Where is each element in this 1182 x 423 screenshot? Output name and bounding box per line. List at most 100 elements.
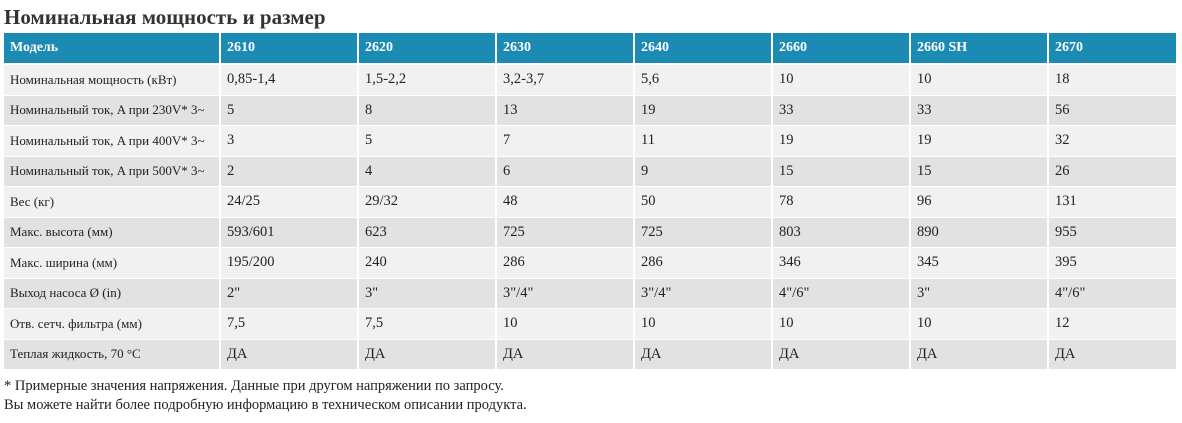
- table-cell: 3,2-3,7: [497, 65, 633, 96]
- spec-table: Модель 2610 2620 2630 2640 2660 2660 SH …: [2, 33, 1178, 370]
- table-header-row: Модель 2610 2620 2630 2640 2660 2660 SH …: [4, 33, 1176, 65]
- table-cell: 4"/6": [1049, 278, 1176, 309]
- table-cell: 5,6: [635, 65, 771, 96]
- table-cell: ДА: [359, 339, 495, 370]
- table-cell: 3": [359, 278, 495, 309]
- table-cell: 8: [359, 95, 495, 126]
- table-row: Номинальный ток, A при 230V* 3~ 5 8 13 19 33 3…: [4, 95, 1176, 126]
- column-header: 2660: [773, 33, 909, 65]
- table-cell: 13: [497, 95, 633, 126]
- table-cell: 4: [359, 156, 495, 187]
- table-row: Номинальный ток, A при 400V* 3~ 3 5 7 11 19 19…: [4, 126, 1176, 157]
- table-cell: 56: [1049, 95, 1176, 126]
- row-label: Номинальный ток, A при 400V* 3~: [4, 126, 219, 157]
- table-cell: 3"/4": [635, 278, 771, 309]
- table-cell: 0,85-1,4: [221, 65, 357, 96]
- table-cell: 11: [635, 126, 771, 157]
- row-label: Теплая жидкость, 70 °C: [4, 339, 219, 370]
- table-cell: 3"/4": [497, 278, 633, 309]
- table-cell: 2": [221, 278, 357, 309]
- table-cell: 7: [497, 126, 633, 157]
- table-cell: 346: [773, 248, 909, 279]
- table-cell: 4"/6": [773, 278, 909, 309]
- table-cell: 6: [497, 156, 633, 187]
- table-cell: 5: [359, 126, 495, 157]
- table-body: Номинальная мощность (кВт) 0,85-1,4 1,5-2,…: [4, 65, 1176, 370]
- table-cell: 725: [497, 217, 633, 248]
- column-header: Модель: [4, 33, 219, 65]
- column-header: 2620: [359, 33, 495, 65]
- page-title: Номинальная мощность и размер: [4, 5, 326, 29]
- footnotes: * Примерные значения напряжения. Данные …: [4, 377, 1178, 415]
- table-row: Номинальная мощность (кВт) 0,85-1,4 1,5-2,…: [4, 65, 1176, 96]
- table-cell: 890: [911, 217, 1047, 248]
- table-cell: 593/601: [221, 217, 357, 248]
- table-row: Макс. ширина (мм) 195/200 240 286 286 346 345 3…: [4, 248, 1176, 279]
- row-label: Номинальный ток, A при 500V* 3~: [4, 156, 219, 187]
- table-cell: 240: [359, 248, 495, 279]
- table-cell: 10: [773, 309, 909, 340]
- table-cell: 725: [635, 217, 771, 248]
- table-cell: 96: [911, 187, 1047, 218]
- column-header: 2660 SH: [911, 33, 1047, 65]
- table-cell: 19: [911, 126, 1047, 157]
- table-cell: 15: [773, 156, 909, 187]
- table-cell: 32: [1049, 126, 1176, 157]
- row-label: Номинальная мощность (кВт): [4, 65, 219, 96]
- row-label: Макс. высота (мм): [4, 217, 219, 248]
- table-cell: 19: [635, 95, 771, 126]
- table-row: Теплая жидкость, 70 °C ДА ДА ДА ДА ДА ДА ДА: [4, 339, 1176, 370]
- column-header: 2610: [221, 33, 357, 65]
- row-label: Номинальный ток, A при 230V* 3~: [4, 95, 219, 126]
- table-cell: 955: [1049, 217, 1176, 248]
- table-cell: 803: [773, 217, 909, 248]
- table-cell: 24/25: [221, 187, 357, 218]
- column-header: 2640: [635, 33, 771, 65]
- table-row: Номинальный ток, A при 500V* 3~ 2 4 6 9 15 15 2…: [4, 156, 1176, 187]
- table-cell: 3": [911, 278, 1047, 309]
- table-cell: 10: [773, 65, 909, 96]
- table-cell: 19: [773, 126, 909, 157]
- table-cell: 33: [911, 95, 1047, 126]
- table-cell: 131: [1049, 187, 1176, 218]
- table-cell: 3: [221, 126, 357, 157]
- table-cell: 1,5-2,2: [359, 65, 495, 96]
- table-cell: 50: [635, 187, 771, 218]
- table-row: Отв. сетч. фильтра (мм) 7,5 7,5 10 10 10 10 12: [4, 309, 1176, 340]
- table-cell: 7,5: [221, 309, 357, 340]
- column-header: 2630: [497, 33, 633, 65]
- footnote-more-info: Вы можете найти более подробную информац…: [4, 397, 527, 413]
- table-cell: 9: [635, 156, 771, 187]
- table-cell: ДА: [497, 339, 633, 370]
- table-cell: 10: [497, 309, 633, 340]
- table-cell: ДА: [1049, 339, 1176, 370]
- table-cell: 5: [221, 95, 357, 126]
- table-cell: 10: [911, 309, 1047, 340]
- footnote-voltage: * Примерные значения напряжения. Данные …: [4, 378, 504, 394]
- table-cell: 2: [221, 156, 357, 187]
- table-cell: 15: [911, 156, 1047, 187]
- table-cell: 10: [911, 65, 1047, 96]
- table-cell: 26: [1049, 156, 1176, 187]
- row-label: Вес (кг): [4, 187, 219, 218]
- table-cell: ДА: [911, 339, 1047, 370]
- table-row: Вес (кг) 24/25 29/32 48 50 78 96 131: [4, 187, 1176, 218]
- table-cell: 78: [773, 187, 909, 218]
- table-cell: 345: [911, 248, 1047, 279]
- table-row: Выход насоса Ø (in) 2" 3" 3"/4" 3"/4" 4"/6" 3"…: [4, 278, 1176, 309]
- table-cell: 29/32: [359, 187, 495, 218]
- table-cell: 48: [497, 187, 633, 218]
- row-label: Отв. сетч. фильтра (мм): [4, 309, 219, 340]
- table-row: Макс. высота (мм) 593/601 623 725 725 803 890 9…: [4, 217, 1176, 248]
- table-cell: 7,5: [359, 309, 495, 340]
- table-cell: 623: [359, 217, 495, 248]
- table-cell: 10: [635, 309, 771, 340]
- table-cell: ДА: [635, 339, 771, 370]
- table-cell: 33: [773, 95, 909, 126]
- table-cell: 395: [1049, 248, 1176, 279]
- table-cell: 286: [635, 248, 771, 279]
- column-header: 2670: [1049, 33, 1176, 65]
- row-label: Макс. ширина (мм): [4, 248, 219, 279]
- row-label: Выход насоса Ø (in): [4, 278, 219, 309]
